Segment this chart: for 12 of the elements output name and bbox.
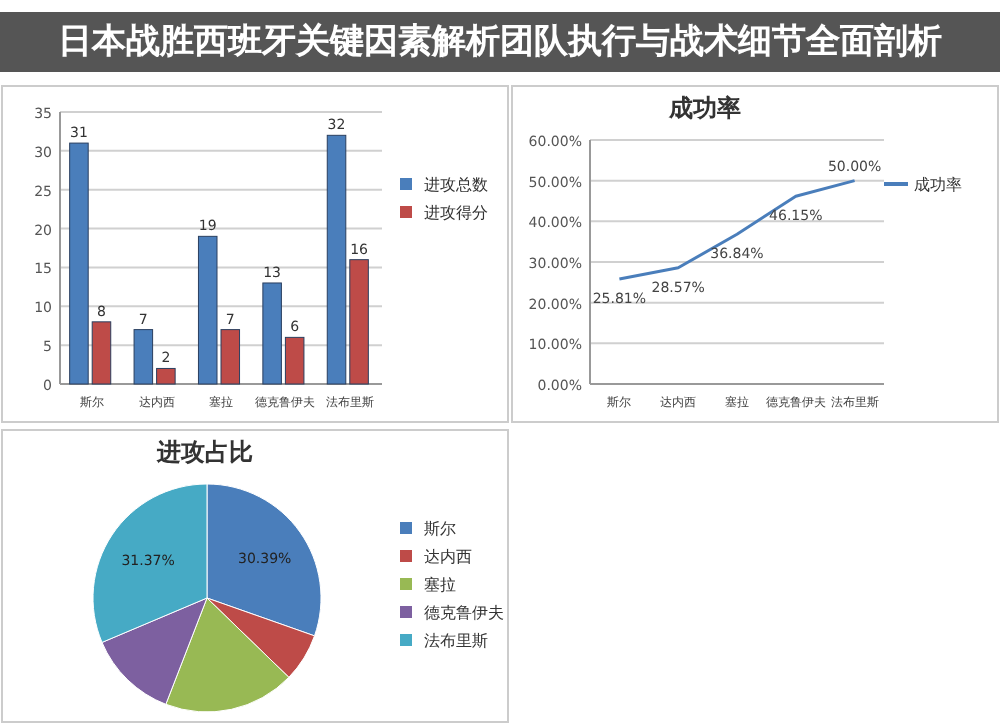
line-series — [617, 179, 857, 281]
legend-label: 进攻总数 — [424, 176, 488, 194]
chart-title: 成功率 — [667, 94, 741, 122]
legend-label: 斯尔 — [424, 520, 456, 538]
legend-label: 进攻得分 — [424, 204, 488, 222]
legend-label: 德克鲁伊夫 — [424, 604, 504, 622]
legend-label: 塞拉 — [424, 576, 456, 594]
text: 日本战胜西班牙关键因素解析团队执行与战术细节全面剖析 — [0, 12, 1000, 72]
legend-label: 达内西 — [424, 548, 472, 566]
legend-label: 成功率 — [914, 176, 962, 194]
chart-title: 进攻占比 — [155, 438, 253, 466]
legend-label: 法布里斯 — [424, 632, 488, 650]
